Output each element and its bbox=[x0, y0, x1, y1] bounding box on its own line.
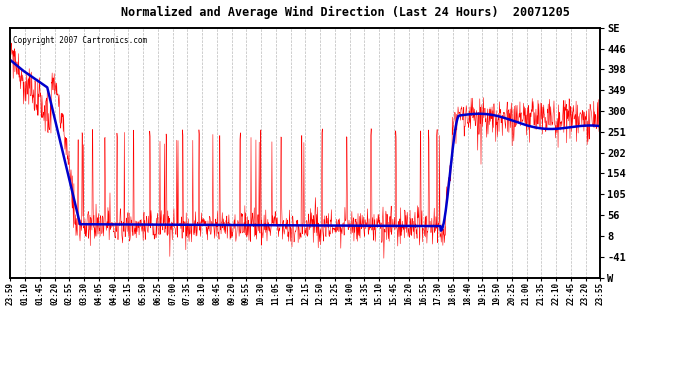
Text: Normalized and Average Wind Direction (Last 24 Hours)  20071205: Normalized and Average Wind Direction (L… bbox=[121, 6, 569, 19]
Text: Copyright 2007 Cartronics.com: Copyright 2007 Cartronics.com bbox=[13, 36, 148, 45]
